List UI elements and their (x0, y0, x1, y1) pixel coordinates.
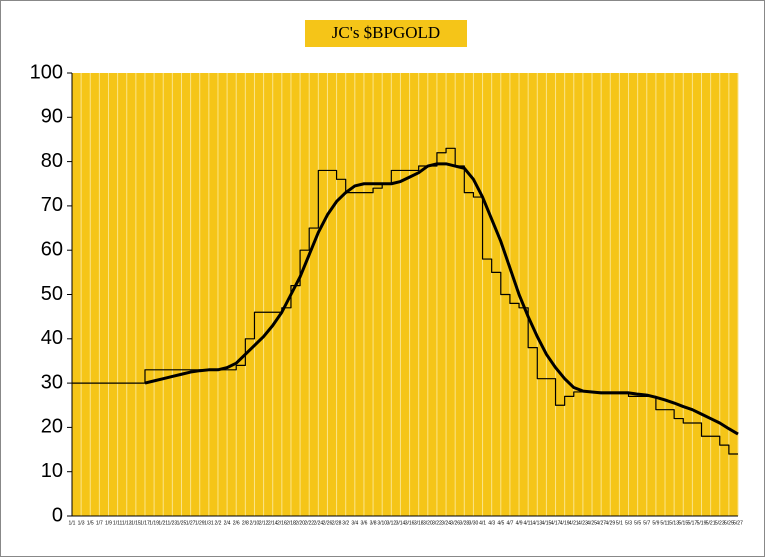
x-tick-label: 4/9 (516, 520, 523, 526)
x-tick-label: 3/26 (450, 520, 460, 526)
x-tick-label: 3/12 (386, 520, 396, 526)
x-tick-label: 1/9 (105, 520, 112, 526)
x-tick-label: 3/22 (432, 520, 442, 526)
x-tick-label: 1/19 (149, 520, 159, 526)
y-tick-label: 30 (41, 371, 63, 393)
plot-area (72, 73, 738, 516)
y-tick-label: 80 (41, 150, 63, 172)
x-tick-label: 5/25 (724, 520, 734, 526)
x-tick-label: 3/10 (377, 520, 387, 526)
x-tick-label: 2/4 (224, 520, 231, 526)
x-tick-label: 3/20 (423, 520, 433, 526)
x-tick-label: 5/3 (625, 520, 632, 526)
x-tick-label: 5/11 (660, 520, 670, 526)
x-tick-label: 4/11 (523, 520, 533, 526)
x-tick-label: 2/16 (277, 520, 287, 526)
x-tick-label: 1/25 (177, 520, 187, 526)
x-tick-label: 2/22 (304, 520, 314, 526)
x-tick-label: 4/27 (596, 520, 606, 526)
x-tick-label: 4/7 (506, 520, 513, 526)
x-tick-label: 1/29 (195, 520, 205, 526)
x-tick-label: 5/13 (669, 520, 679, 526)
x-tick-label: 5/7 (643, 520, 650, 526)
y-tick-label: 90 (41, 106, 63, 128)
x-tick-label: 3/14 (396, 520, 406, 526)
y-tick-label: 0 (52, 504, 63, 526)
x-tick-label: 2/2 (214, 520, 221, 526)
x-tick-label: 1/3 (78, 520, 85, 526)
x-tick-label: 4/13 (532, 520, 542, 526)
y-tick-label: 60 (41, 238, 63, 260)
x-tick-label: 2/6 (233, 520, 240, 526)
x-tick-label: 1/13 (122, 520, 132, 526)
x-tick-label: 4/5 (497, 520, 504, 526)
y-tick-label: 70 (41, 194, 63, 216)
x-tick-label: 5/21 (706, 520, 716, 526)
y-tick-label: 20 (41, 416, 63, 438)
x-tick-label: 3/2 (342, 520, 349, 526)
y-tick-label: 40 (41, 327, 63, 349)
x-tick-label: 5/19 (697, 520, 707, 526)
x-tick-label: 5/1 (616, 520, 623, 526)
x-tick-label: 4/19 (560, 520, 570, 526)
x-tick-label: 1/15 (131, 520, 141, 526)
x-tick-label: 5/27 (733, 520, 743, 526)
series-line (144, 162, 739, 436)
x-tick-label: 2/14 (268, 520, 278, 526)
x-tick-label: 2/18 (286, 520, 296, 526)
x-tick-label: 5/9 (652, 520, 659, 526)
x-tick-label: 3/24 (441, 520, 451, 526)
x-tick-label: 2/12 (259, 520, 269, 526)
series-line (72, 147, 738, 455)
x-tick-label: 4/29 (605, 520, 615, 526)
x-tick-label: 2/10 (250, 520, 260, 526)
x-tick-label: 1/21 (158, 520, 168, 526)
x-tick-label: 4/17 (551, 520, 561, 526)
x-tick-label: 4/1 (479, 520, 486, 526)
x-tick-label: 3/28 (459, 520, 469, 526)
x-tick-label: 4/23 (578, 520, 588, 526)
title-box (305, 20, 467, 47)
x-tick-label: 3/16 (405, 520, 415, 526)
x-tick-label: 4/15 (542, 520, 552, 526)
x-tick-label: 1/11 (113, 520, 123, 526)
y-tick-label: 10 (41, 460, 63, 482)
x-tick-label: 2/26 (323, 520, 333, 526)
x-tick-label: 3/30 (469, 520, 479, 526)
x-tick-label: 3/18 (414, 520, 424, 526)
chart-title: JC's $BPGOLD (332, 23, 440, 42)
x-tick-label: 1/1 (69, 520, 76, 526)
y-tick-label: 100 (30, 61, 63, 83)
x-tick-label: 1/31 (204, 520, 214, 526)
x-tick-label: 5/15 (678, 520, 688, 526)
x-tick-label: 1/17 (140, 520, 150, 526)
x-tick-label: 1/7 (96, 520, 103, 526)
x-tick-label: 2/24 (313, 520, 323, 526)
x-tick-label: 4/3 (488, 520, 495, 526)
x-tick-label: 5/17 (688, 520, 698, 526)
x-tick-label: 3/4 (351, 520, 358, 526)
x-tick-label: 5/5 (634, 520, 641, 526)
x-tick-label: 2/8 (242, 520, 249, 526)
x-tick-label: 2/20 (295, 520, 305, 526)
x-tick-label: 5/23 (715, 520, 725, 526)
x-tick-label: 1/5 (87, 520, 94, 526)
x-tick-label: 4/25 (587, 520, 597, 526)
x-tick-label: 3/8 (370, 520, 377, 526)
x-tick-label: 1/23 (167, 520, 177, 526)
x-tick-label: 1/27 (186, 520, 196, 526)
x-tick-label: 2/28 (332, 520, 342, 526)
y-tick-label: 50 (41, 283, 63, 305)
x-tick-label: 4/21 (569, 520, 579, 526)
x-tick-label: 3/6 (360, 520, 367, 526)
